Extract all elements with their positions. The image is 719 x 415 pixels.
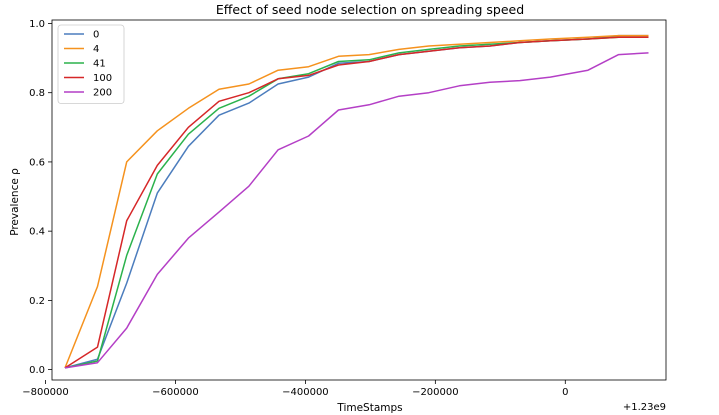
legend-label: 4 [93, 44, 99, 55]
y-tick-label: 0.4 [29, 227, 45, 238]
y-axis-label: Prevalence ρ [9, 168, 21, 236]
series-line-4 [64, 34, 649, 369]
x-axis: −800000 −600000 −400000 −200000 0 [22, 380, 568, 398]
x-tick-label: −600000 [152, 387, 199, 398]
y-tick-label: 0.0 [29, 365, 45, 376]
x-tick-label: −400000 [282, 387, 329, 398]
plot-lines [64, 34, 649, 369]
y-axis: 0.0 0.2 0.4 0.6 0.8 1.0 [29, 19, 52, 376]
series-line-200 [64, 52, 649, 369]
x-tick-label: −200000 [412, 387, 459, 398]
legend-label: 0 [93, 30, 99, 41]
legend-label: 200 [93, 88, 112, 99]
y-tick-label: 0.8 [29, 88, 45, 99]
y-tick-label: 0.2 [29, 296, 45, 307]
plot-frame [51, 19, 667, 381]
x-offset-label: +1.23e9 [623, 402, 666, 413]
x-tick-label: 0 [562, 387, 568, 398]
x-axis-label: TimeStamps [336, 402, 402, 414]
series-line-100 [64, 36, 649, 369]
chart-title: Effect of seed node selection on spreadi… [216, 2, 524, 17]
y-tick-label: 1.0 [29, 19, 45, 30]
legend: 0 4 41 100 200 [57, 24, 125, 104]
y-tick-label: 0.6 [29, 157, 45, 168]
series-line-0 [64, 34, 649, 369]
legend-label: 41 [93, 59, 106, 70]
legend-box [57, 24, 125, 104]
legend-label: 100 [93, 73, 112, 84]
series-line-41 [64, 36, 649, 369]
x-tick-label: −800000 [22, 387, 69, 398]
